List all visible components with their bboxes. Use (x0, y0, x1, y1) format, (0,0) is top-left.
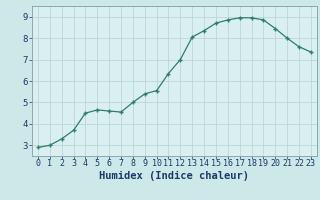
X-axis label: Humidex (Indice chaleur): Humidex (Indice chaleur) (100, 171, 249, 181)
